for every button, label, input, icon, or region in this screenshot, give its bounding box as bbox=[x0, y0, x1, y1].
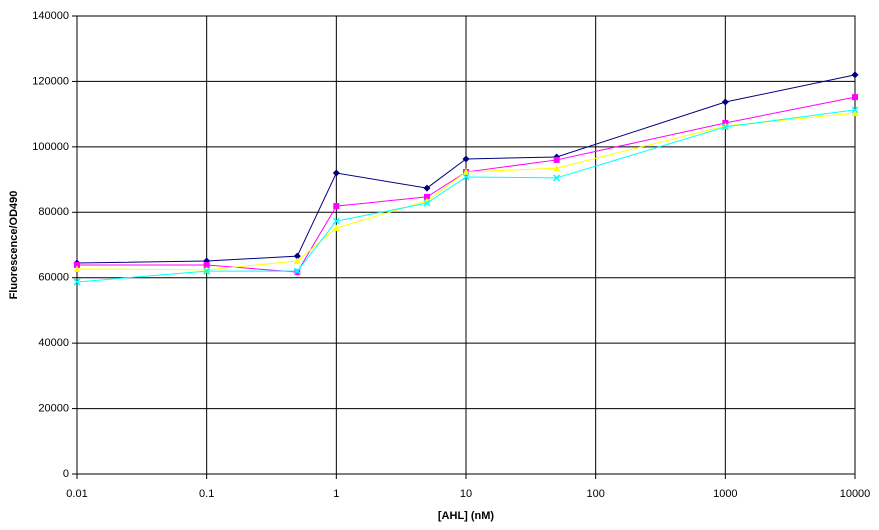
x-tick-label: 1 bbox=[333, 488, 339, 500]
x-axis-title: [AHL] (nM) bbox=[438, 510, 495, 522]
point bbox=[293, 267, 301, 275]
point bbox=[462, 168, 470, 176]
point bbox=[332, 169, 340, 177]
y-tick-label: 100000 bbox=[32, 141, 69, 153]
y-tick-label: 60000 bbox=[38, 272, 69, 284]
x-tick-label: 1000 bbox=[713, 488, 737, 500]
point bbox=[333, 203, 340, 210]
point bbox=[851, 106, 859, 114]
x-tick-label: 0.1 bbox=[199, 488, 214, 500]
point bbox=[553, 164, 561, 172]
x-tick-label: 10000 bbox=[840, 488, 871, 500]
point bbox=[423, 199, 431, 207]
point bbox=[73, 278, 81, 286]
y-tick-label: 40000 bbox=[38, 337, 69, 349]
point bbox=[332, 217, 340, 225]
point bbox=[203, 267, 211, 275]
point bbox=[74, 261, 80, 268]
point bbox=[553, 156, 560, 163]
point bbox=[721, 98, 729, 106]
point bbox=[721, 123, 729, 131]
point bbox=[462, 155, 470, 163]
point bbox=[423, 184, 431, 192]
y-tick-label: 20000 bbox=[38, 402, 69, 414]
point bbox=[332, 224, 340, 231]
x-tick-label: 100 bbox=[586, 488, 604, 500]
y-axis-title: Fluorescence/OD490 bbox=[8, 191, 20, 300]
y-tick-label: 80000 bbox=[38, 206, 69, 218]
point bbox=[553, 174, 561, 182]
point bbox=[851, 71, 859, 79]
point bbox=[851, 109, 859, 117]
point bbox=[423, 193, 430, 200]
point bbox=[852, 94, 858, 101]
y-tick-label: 140000 bbox=[32, 10, 69, 22]
x-tick-label: 10 bbox=[460, 488, 472, 500]
point bbox=[293, 252, 301, 260]
point bbox=[73, 265, 81, 272]
point bbox=[203, 261, 210, 268]
x-tick-label: 0.01 bbox=[66, 488, 87, 500]
point bbox=[293, 257, 301, 265]
point bbox=[462, 173, 470, 181]
plot-frame bbox=[76, 15, 856, 475]
y-tick-label: 0 bbox=[63, 468, 69, 480]
y-tick-label: 120000 bbox=[32, 75, 69, 87]
